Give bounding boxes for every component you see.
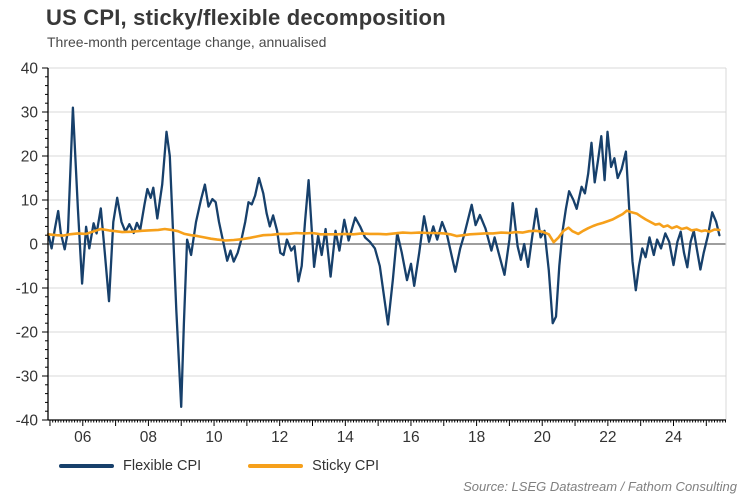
svg-text:-40: -40 xyxy=(16,413,39,430)
svg-text:-20: -20 xyxy=(16,325,39,342)
svg-text:-30: -30 xyxy=(16,369,39,386)
legend-label-sticky-cpi: Sticky CPI xyxy=(312,458,380,474)
source-attribution: Source: LSEG Datastream / Fathom Consult… xyxy=(463,479,737,494)
svg-text:12: 12 xyxy=(271,429,288,446)
svg-text:20: 20 xyxy=(21,149,39,166)
svg-text:30: 30 xyxy=(21,105,39,122)
svg-text:20: 20 xyxy=(534,429,552,446)
svg-text:16: 16 xyxy=(402,429,419,446)
svg-text:0: 0 xyxy=(29,237,38,254)
svg-text:40: 40 xyxy=(21,61,39,78)
sticky-cpi-line-swatch xyxy=(248,464,304,468)
page-title: US CPI, sticky/flexible decomposition xyxy=(46,5,446,30)
svg-text:06: 06 xyxy=(74,429,91,446)
chart-subtitle: Three-month percentage change, annualise… xyxy=(47,34,327,50)
svg-text:08: 08 xyxy=(140,429,157,446)
svg-text:24: 24 xyxy=(665,429,683,446)
chart-legend: Flexible CPI Sticky CPI xyxy=(59,458,426,474)
svg-text:18: 18 xyxy=(468,429,485,446)
svg-text:10: 10 xyxy=(205,429,223,446)
svg-text:-10: -10 xyxy=(16,281,39,298)
legend-item-sticky-cpi: Sticky CPI xyxy=(248,458,379,474)
legend-item-flexible-cpi: Flexible CPI xyxy=(59,458,201,474)
legend-label-flexible-cpi: Flexible CPI xyxy=(123,458,202,474)
svg-text:22: 22 xyxy=(599,429,616,446)
svg-text:10: 10 xyxy=(21,193,39,210)
svg-text:14: 14 xyxy=(337,429,355,446)
flexible-cpi-line-swatch xyxy=(59,464,114,468)
